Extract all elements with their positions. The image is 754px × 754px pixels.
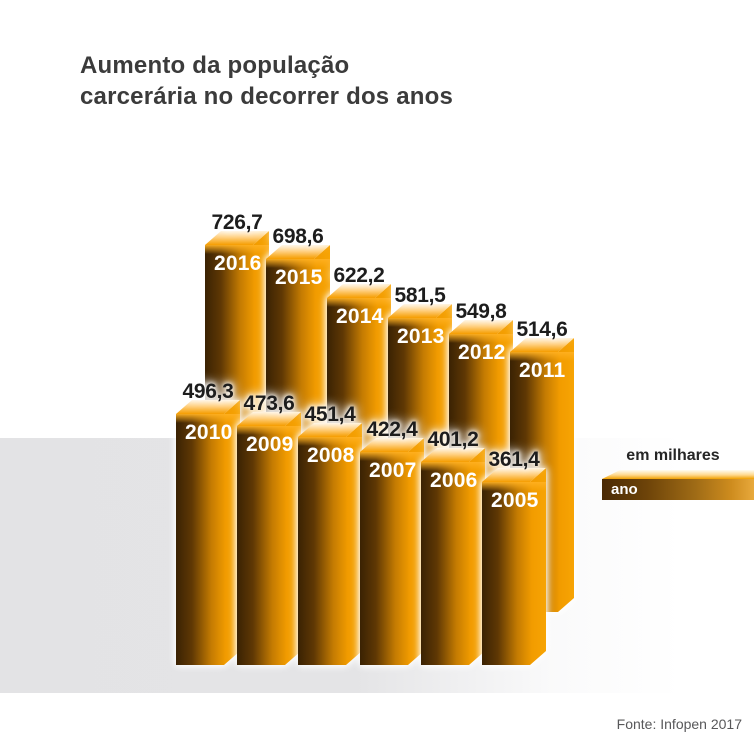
bar-top-face — [327, 284, 391, 298]
bar-top-face — [360, 438, 424, 452]
bar-value-label-2007: 422,4 — [366, 418, 418, 441]
bar-2006 — [421, 448, 485, 665]
bar-top-face — [510, 338, 574, 352]
bar-value-label-2005: 361,4 — [488, 448, 540, 471]
bar-top-highlight — [327, 298, 391, 307]
legend: em milhares ano — [602, 447, 754, 500]
bar-front-face — [176, 400, 240, 665]
bar-front-face — [237, 412, 301, 665]
bar-value-label-2014: 622,2 — [333, 264, 385, 287]
bar-top-face — [205, 231, 269, 245]
legend-axis-slab: ano — [602, 479, 754, 500]
bar-top-highlight — [298, 437, 362, 446]
bar-year-label-2014: 2014 — [336, 305, 384, 328]
bar-top-highlight — [421, 462, 485, 471]
chart-title-line1: Aumento da população — [80, 52, 350, 79]
bar-year-label-2006: 2006 — [430, 469, 478, 492]
chart-title-line2: carcerária no decorrer dos anos — [80, 83, 454, 110]
bar-value-label-2008: 451,4 — [304, 403, 356, 426]
bar-top-highlight — [266, 259, 330, 268]
bar-value-label-2011: 514,6 — [516, 318, 568, 341]
bar-2009 — [237, 412, 301, 665]
bar-year-label-2008: 2008 — [307, 444, 355, 467]
bar-top-face — [449, 320, 513, 334]
bar-value-label-2006: 401,2 — [427, 428, 479, 451]
bar-top-face — [421, 448, 485, 462]
bar-value-label-2009: 473,6 — [243, 392, 295, 415]
legend-axis-label: ano — [611, 481, 638, 498]
bar-value-label-2012: 549,8 — [455, 300, 507, 323]
bar-year-label-2009: 2009 — [246, 433, 294, 456]
legend-slab-top — [602, 470, 754, 479]
bar-value-label-2016: 726,7 — [211, 211, 263, 234]
bar-value-label-2010: 496,3 — [182, 380, 234, 403]
bar-year-label-2015: 2015 — [275, 266, 323, 289]
bar-top-highlight — [176, 414, 240, 423]
bar-year-label-2011: 2011 — [519, 359, 566, 382]
bar-year-label-2013: 2013 — [397, 325, 445, 348]
chart-title: Aumento da população carcerária no decor… — [80, 50, 453, 112]
bar-top-highlight — [388, 318, 452, 327]
bar-front-face — [360, 438, 424, 665]
bar-year-label-2012: 2012 — [458, 341, 506, 364]
bar-top-face — [266, 245, 330, 259]
bar-top-face — [237, 412, 301, 426]
bar-top-face — [176, 400, 240, 414]
bar-top-highlight — [205, 245, 269, 254]
bar-top-highlight — [360, 452, 424, 461]
bar-front-face — [421, 448, 485, 665]
bar-year-label-2016: 2016 — [214, 252, 262, 275]
bar-top-highlight — [482, 482, 546, 491]
bar-top-highlight — [237, 426, 301, 435]
bar-2007 — [360, 438, 424, 665]
bar-value-label-2013: 581,5 — [394, 284, 446, 307]
bar-front-face — [298, 423, 362, 665]
bar-value-label-2015: 698,6 — [272, 225, 324, 248]
bar-year-label-2010: 2010 — [185, 421, 233, 444]
bar-2005 — [482, 468, 546, 665]
bar-year-label-2007: 2007 — [369, 459, 417, 482]
bar-top-highlight — [449, 334, 513, 343]
legend-unit-label: em milhares — [626, 447, 720, 464]
source-credit: Fonte: Infopen 2017 — [616, 716, 742, 732]
bar-2010 — [176, 400, 240, 665]
bar-top-face — [388, 304, 452, 318]
bar-2008 — [298, 423, 362, 665]
bar-top-face — [298, 423, 362, 437]
bar-top-highlight — [510, 352, 574, 361]
bar-year-label-2005: 2005 — [491, 489, 539, 512]
bar-top-face — [482, 468, 546, 482]
bar-front-face — [482, 468, 546, 665]
